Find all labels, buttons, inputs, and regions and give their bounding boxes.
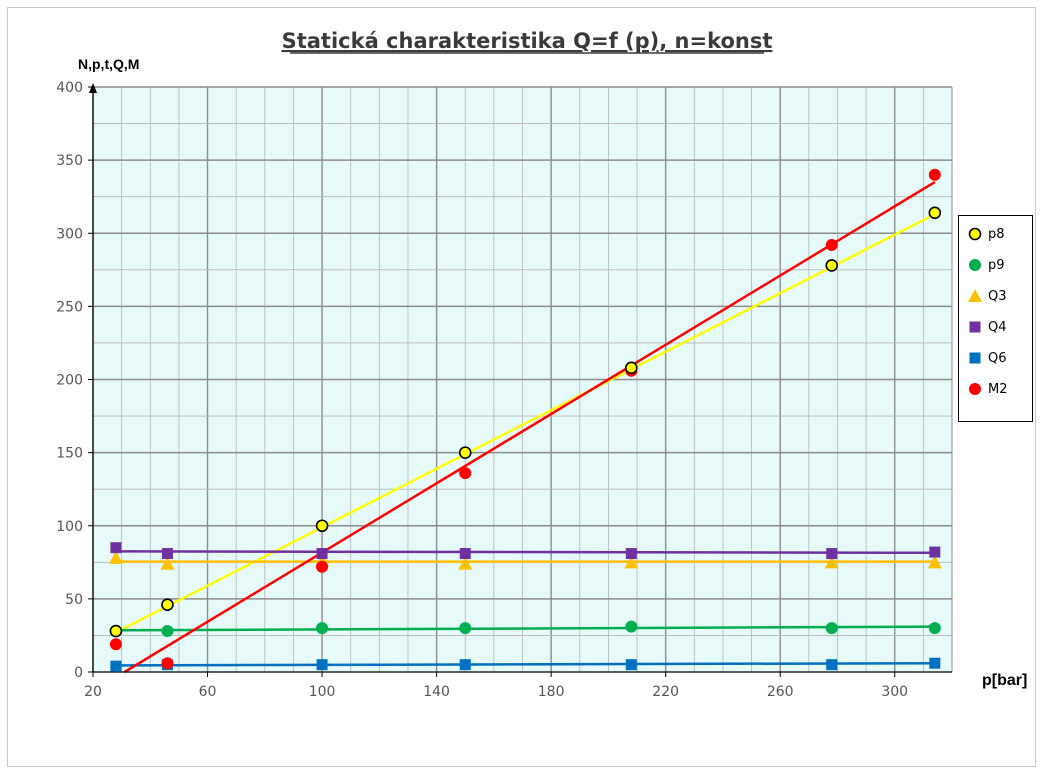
legend-label: p9 [988, 257, 1005, 273]
x-tick-label: 300 [881, 684, 908, 700]
point-p9 [459, 622, 472, 635]
legend-marker-shape [969, 321, 981, 333]
point-m2 [825, 238, 838, 251]
x-tick-label: 60 [199, 684, 217, 700]
y-tick-label: 200 [56, 373, 83, 389]
point-q6 [316, 659, 328, 671]
legend-item-p8: p8 [967, 224, 1005, 244]
point-q4 [316, 548, 328, 560]
point-p8 [109, 624, 123, 638]
point-p8 [825, 259, 839, 272]
y-tick-label: 50 [65, 592, 83, 608]
x-axis-label: p[bar] [982, 672, 1027, 689]
y-tick-label: 300 [56, 226, 83, 242]
point-q4 [161, 548, 173, 560]
y-tick-label: 100 [56, 519, 83, 535]
axis-layer: 0 50 100 150 200 250 300 350 400 20 60 100 140 180 220… [56, 80, 952, 700]
point-m2 [109, 638, 122, 651]
point-q3 [458, 556, 473, 570]
x-tick-label: 180 [538, 684, 565, 700]
x-tick-label: 100 [309, 684, 336, 700]
legend-label: Q6 [988, 350, 1007, 366]
point-m2 [161, 657, 174, 670]
legend-marker-shape [969, 259, 981, 271]
points-layer [108, 168, 942, 672]
point-q3 [160, 556, 175, 570]
point-m2 [316, 560, 329, 573]
point-m2 [459, 467, 472, 480]
trendline-q4 [115, 550, 935, 555]
trendline-m2 [123, 180, 936, 674]
point-q6 [826, 659, 838, 671]
legend-marker-q3 [968, 289, 982, 302]
point-p9 [825, 622, 838, 635]
point-p8 [458, 446, 472, 459]
legend-label: M2 [988, 381, 1008, 397]
chart-title: Statická charakteristika Q=f (p), n=kons… [282, 29, 773, 53]
point-p9 [161, 625, 174, 638]
legend-item-p9: p9 [967, 255, 1005, 275]
y-axis-label: N,p,t,Q,M [78, 56, 139, 72]
legend-marker-p8 [968, 227, 982, 241]
legend-item-q4: Q4 [967, 317, 1007, 337]
y-tick-label: 250 [56, 299, 83, 315]
legend-item-m2: M2 [967, 379, 1008, 399]
y-tick-label: 0 [74, 665, 83, 681]
trendline-p9 [115, 625, 935, 632]
legend-label: Q3 [988, 288, 1007, 304]
legend-marker-shape [968, 289, 982, 302]
y-tick-label: 350 [56, 153, 83, 169]
x-tick-label: 220 [652, 684, 679, 700]
legend-marker-m2 [969, 383, 981, 395]
legend-marker-shape [969, 383, 981, 395]
point-p9 [316, 622, 329, 635]
legend: p8 p9 Q3 Q4 Q6 M2 [958, 215, 1033, 422]
legend-marker-q6 [969, 352, 981, 364]
legend-label: Q4 [988, 319, 1007, 335]
point-q6 [110, 660, 122, 672]
point-q3 [927, 555, 942, 569]
legend-label: p8 [988, 226, 1005, 242]
trendline-q6 [115, 661, 935, 667]
x-tick-label: 140 [423, 684, 450, 700]
y-tick-label: 400 [56, 80, 83, 96]
trendline-layer [115, 180, 936, 674]
point-q4 [826, 548, 838, 560]
point-p9 [928, 622, 941, 635]
point-p8 [625, 361, 638, 375]
point-q4 [110, 542, 122, 554]
point-p8 [161, 598, 174, 612]
legend-marker-p9 [969, 259, 981, 271]
x-tick-label: 20 [84, 684, 102, 700]
legend-item-q3: Q3 [967, 286, 1007, 306]
point-q3 [824, 555, 839, 569]
y-tick-label: 150 [56, 446, 83, 462]
legend-marker-q4 [969, 321, 981, 333]
point-p9 [625, 620, 638, 633]
point-q3 [624, 555, 639, 569]
point-q4 [929, 546, 941, 558]
y-axis-arrow [89, 83, 97, 93]
point-q6 [929, 657, 941, 669]
x-tick-label: 260 [767, 684, 794, 700]
point-q6 [625, 659, 637, 671]
point-q6 [459, 659, 471, 671]
point-p8 [928, 206, 942, 220]
point-q4 [459, 548, 471, 560]
point-p8 [315, 519, 329, 533]
legend-marker-shape [968, 227, 982, 241]
legend-marker-shape [969, 352, 981, 364]
point-m2 [928, 168, 941, 181]
point-q3 [108, 550, 123, 564]
legend-item-q6: Q6 [967, 348, 1007, 368]
point-q4 [625, 548, 637, 560]
